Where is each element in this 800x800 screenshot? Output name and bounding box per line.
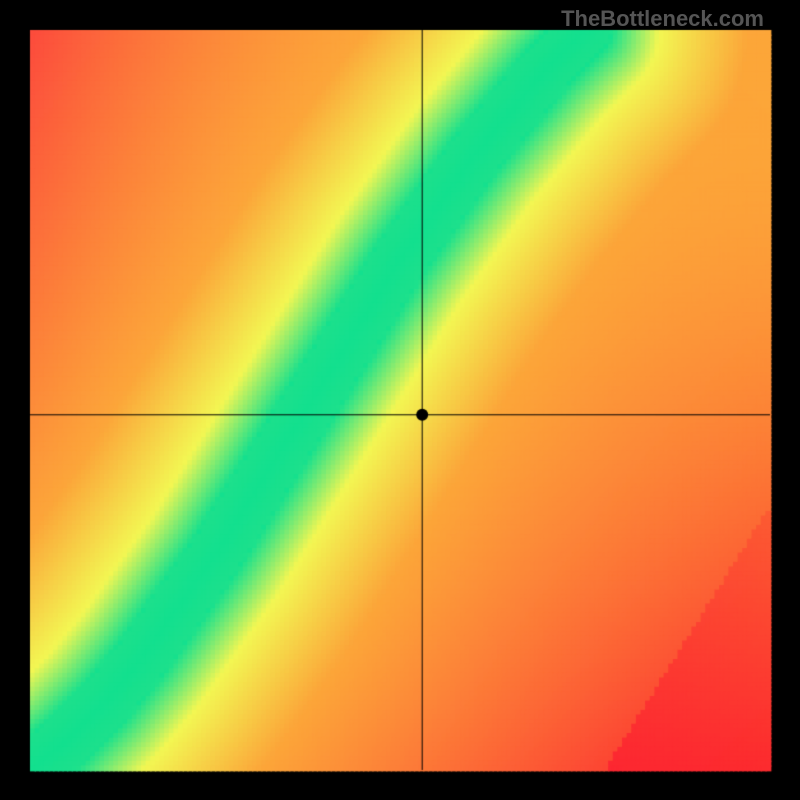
- bottleneck-heatmap: [0, 0, 800, 800]
- watermark-text: TheBottleneck.com: [561, 6, 764, 32]
- chart-container: { "chart": { "type": "heatmap", "canvas_…: [0, 0, 800, 800]
